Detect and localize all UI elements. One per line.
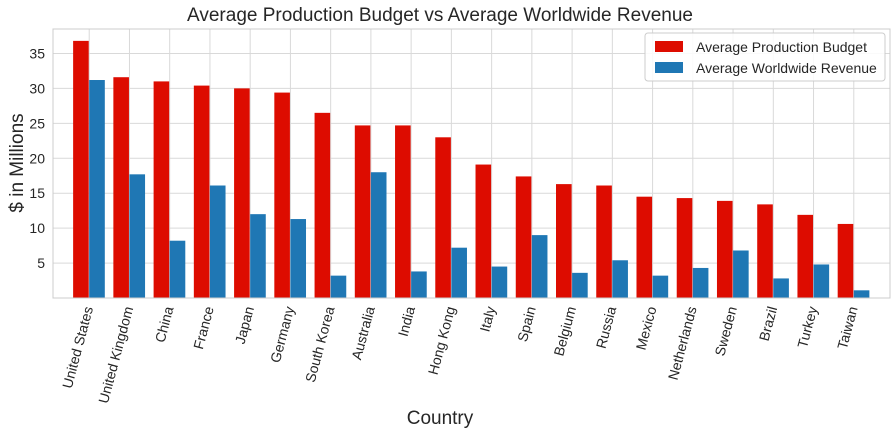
bar-worldwide-revenue-germany [290, 219, 307, 298]
bar-worldwide-revenue-india [411, 271, 427, 298]
bars [73, 40, 870, 299]
bar-worldwide-revenue-south-korea [330, 275, 347, 298]
bar-production-budget-italy [475, 164, 492, 298]
bar-worldwide-revenue-japan [250, 214, 266, 298]
bar-worldwide-revenue-spain [531, 235, 548, 298]
bar-worldwide-revenue-taiwan [853, 290, 870, 298]
bar-production-budget-mexico [636, 196, 653, 298]
bar-production-budget-brazil [757, 204, 773, 298]
bar-production-budget-hong-kong [435, 137, 451, 298]
bar-worldwide-revenue-turkey [813, 264, 830, 298]
y-tick-label: 30 [29, 80, 45, 96]
bar-worldwide-revenue-russia [612, 260, 628, 298]
bar-worldwide-revenue-mexico [652, 275, 669, 298]
y-tick-label: 25 [29, 115, 45, 131]
y-tick-label: 15 [29, 185, 45, 201]
bar-production-budget-japan [234, 88, 250, 298]
bar-production-budget-germany [274, 92, 290, 298]
x-axis-ticks: United States United Kingdom China France Ja… [59, 304, 861, 405]
bar-production-budget-spain [515, 176, 532, 298]
x-tick-label-mexico: Mexico [633, 304, 660, 351]
x-tick-label-spain: Spain [514, 305, 539, 344]
bar-worldwide-revenue-brazil [773, 278, 789, 298]
x-tick-label-hong-kong: Hong Kong [425, 305, 459, 377]
bar-production-budget-russia [596, 185, 612, 298]
bar-production-budget-australia [354, 125, 371, 298]
bar-production-budget-taiwan [837, 223, 854, 298]
y-axis-label: $ in Millions [7, 113, 28, 212]
x-tick-label-brazil: Brazil [756, 305, 781, 343]
x-tick-label-italy: Italy [476, 305, 498, 334]
legend-swatch-worldwide-revenue [655, 62, 683, 73]
bar-production-budget-belgium [556, 184, 572, 298]
legend-swatch-production-budget [655, 41, 683, 52]
bar-production-budget-sweden [716, 200, 733, 298]
plot-frame [52, 28, 891, 299]
x-axis-label: Country [407, 408, 474, 429]
bar-worldwide-revenue-china [169, 240, 186, 298]
y-tick-label: 10 [29, 220, 45, 236]
bar-production-budget-south-korea [314, 112, 331, 299]
bar-worldwide-revenue-netherlands [692, 267, 709, 298]
bar-production-budget-turkey [797, 214, 814, 298]
legend-label-production-budget: Average Production Budget [696, 39, 867, 55]
y-tick-label: 35 [29, 45, 45, 61]
bar-worldwide-revenue-italy [491, 266, 508, 298]
legend-label-worldwide-revenue: Average Worldwide Revenue [696, 60, 877, 76]
bar-worldwide-revenue-united-kingdom [129, 174, 146, 298]
x-tick-label-japan: Japan [232, 305, 257, 346]
chart-title: Average Production Budget vs Average Wor… [187, 5, 693, 26]
legend: Average Production Budget Average Worldw… [644, 32, 886, 82]
x-tick-label-south-korea: South Korea [302, 304, 338, 384]
bar-production-budget-india [395, 125, 411, 298]
bar-worldwide-revenue-united-states [89, 80, 105, 299]
x-tick-label-germany: Germany [267, 305, 297, 365]
bar-production-budget-united-kingdom [113, 77, 129, 298]
x-tick-label-turkey: Turkey [794, 305, 820, 350]
x-tick-label-netherlands: Netherlands [665, 305, 700, 382]
bar-worldwide-revenue-belgium [572, 272, 588, 298]
x-tick-label-sweden: Sweden [711, 305, 740, 358]
x-tick-label-taiwan: Taiwan [834, 305, 861, 351]
bar-worldwide-revenue-france [209, 185, 226, 298]
bar-production-budget-china [153, 81, 170, 299]
x-tick-label-united-states: United States [59, 305, 96, 390]
x-tick-label-belgium: Belgium [550, 305, 579, 358]
bar-worldwide-revenue-hong-kong [451, 247, 467, 298]
x-tick-label-china: China [152, 304, 177, 344]
bar-production-budget-united-states [73, 40, 89, 298]
bar-worldwide-revenue-sweden [733, 250, 749, 298]
x-tick-label-russia: Russia [593, 304, 620, 350]
legend-box [644, 32, 886, 82]
bar-worldwide-revenue-australia [370, 172, 387, 298]
x-tick-label-australia: Australia [348, 304, 378, 361]
bar-production-budget-france [193, 85, 210, 298]
y-tick-label: 20 [29, 150, 45, 166]
x-tick-label-united-kingdom: United Kingdom [95, 305, 136, 405]
x-tick-label-india: India [395, 304, 418, 338]
y-tick-label: 5 [37, 255, 45, 271]
bar-production-budget-netherlands [676, 198, 693, 298]
x-tick-label-france: France [190, 304, 217, 350]
y-axis-ticks: 5 10 15 20 25 30 35 [29, 45, 45, 271]
